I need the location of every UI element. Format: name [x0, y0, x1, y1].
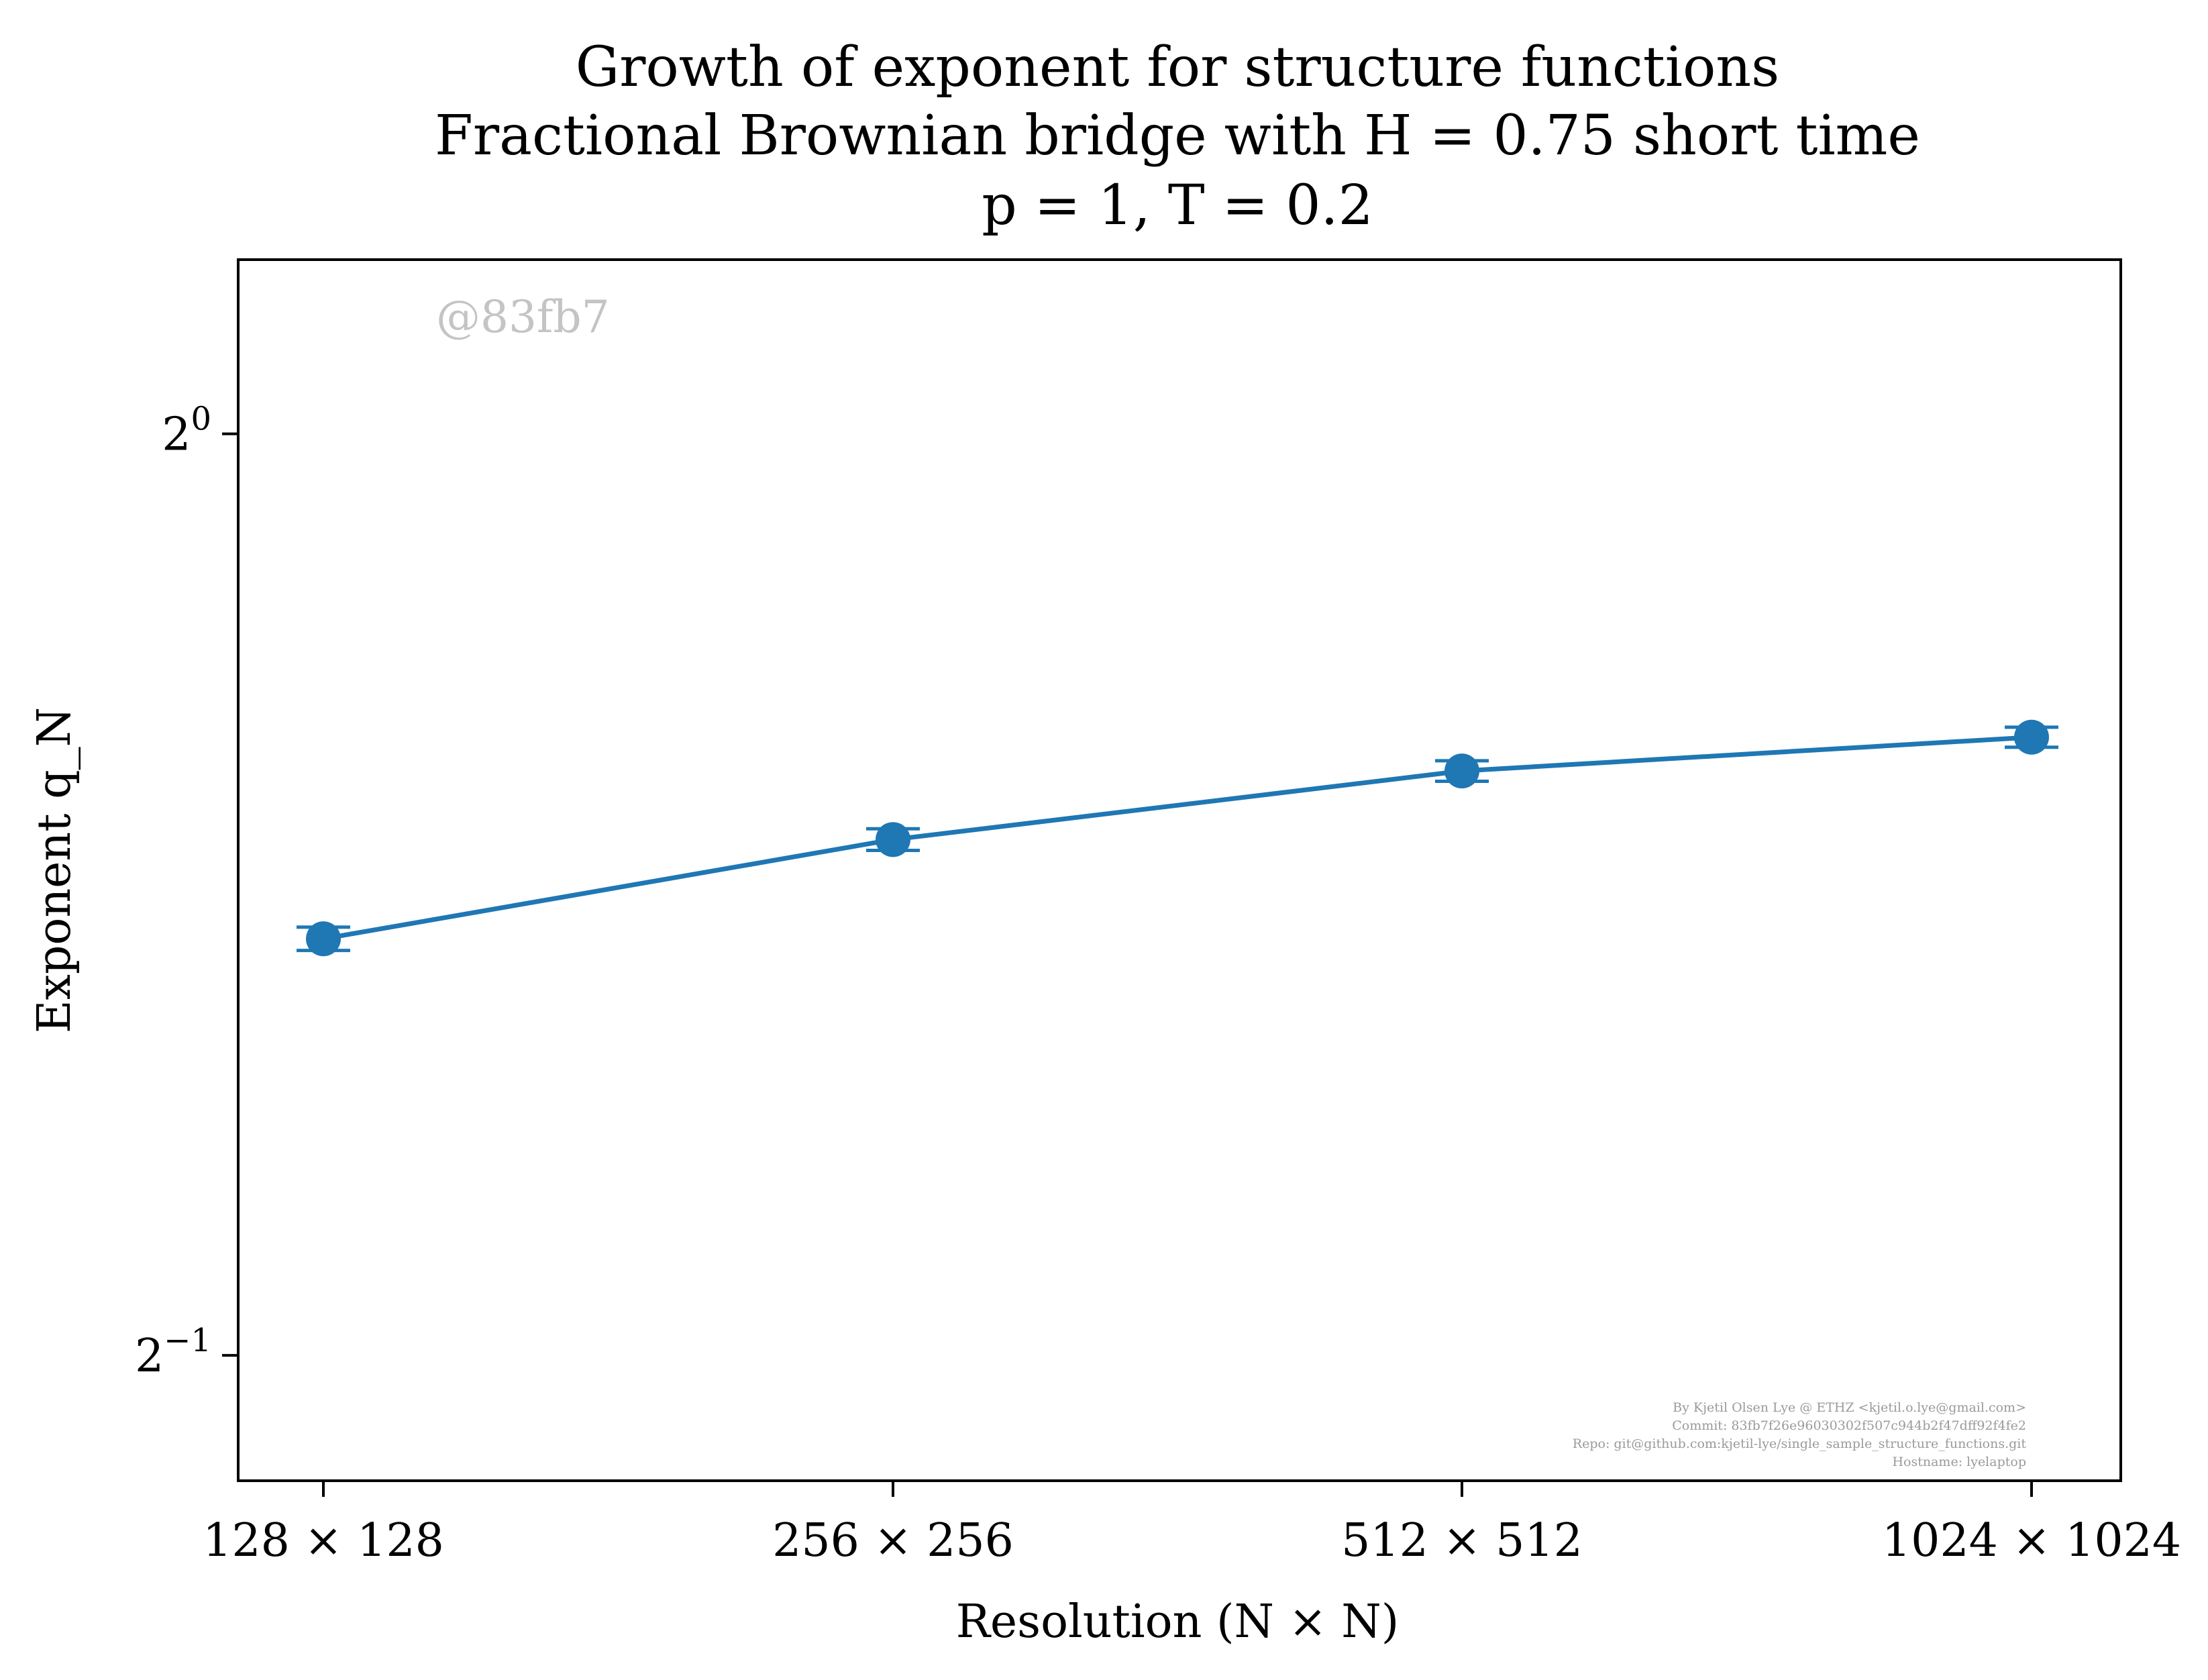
series-line: [323, 735, 2032, 941]
x-tick-label: 512 × 512: [1341, 1514, 1583, 1567]
data-point: [1444, 753, 1479, 789]
y-axis-label: Exponent q_N: [28, 707, 81, 1033]
title-line-2: Fractional Brownian bridge with H = 0.75…: [435, 104, 1920, 168]
x-axis-label: Resolution (N × N): [956, 1595, 1400, 1648]
data-point: [2014, 719, 2049, 755]
credit-line-author: By Kjetil Olsen Lye @ ETHZ <kjetil.o.lye…: [1673, 1400, 2026, 1415]
data-point: [306, 921, 341, 957]
credit-line-repo: Repo: git@github.com:kjetil-lye/single_s…: [1573, 1436, 2027, 1451]
x-tick-label: 256 × 256: [772, 1514, 1014, 1567]
y-tick-label: 20: [162, 401, 211, 462]
x-axis-ticks: 128 × 128 256 × 256 512 × 512 1024 × 1024: [203, 1481, 2181, 1567]
x-tick-label: 128 × 128: [203, 1514, 444, 1567]
plot-area: [237, 258, 2122, 1482]
y-tick-label: 2−1: [135, 1322, 211, 1383]
credit-block: By Kjetil Olsen Lye @ ETHZ <kjetil.o.lye…: [1573, 1400, 2027, 1469]
y-axis-ticks: 20 2−1: [135, 401, 238, 1383]
title-line-3: p = 1, T = 0.2: [982, 174, 1373, 238]
x-tick-label: 1024 × 1024: [1882, 1514, 2181, 1567]
chart-title: Growth of exponent for structure functio…: [435, 36, 1920, 238]
data-point: [876, 822, 910, 857]
series-layer: [297, 719, 2058, 957]
credit-line-hostname: Hostname: lyelaptop: [1892, 1455, 2026, 1469]
watermark: @83fb7: [436, 291, 610, 343]
title-line-1: Growth of exponent for structure functio…: [576, 36, 1780, 99]
credit-line-commit: Commit: 83fb7f26e96030302f507c944b2f47df…: [1672, 1418, 2026, 1433]
